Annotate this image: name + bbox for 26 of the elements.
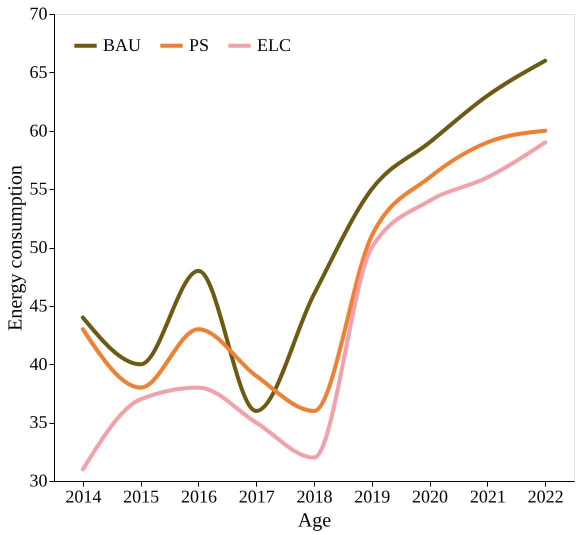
- y-tick-label: 45: [30, 295, 48, 316]
- y-tick-label: 50: [30, 237, 48, 257]
- legend-label: ELC: [257, 34, 291, 55]
- x-tick-label: 2019: [354, 486, 390, 506]
- x-axis-title: Age: [298, 510, 332, 532]
- x-tick-label: 2014: [65, 486, 102, 506]
- x-tick-label: 2022: [528, 486, 564, 506]
- line-series: [80, 128, 548, 413]
- x-tick-label: 2020: [412, 486, 448, 506]
- x-tick-label: 2017: [238, 486, 275, 506]
- y-tick-label: 40: [30, 354, 48, 374]
- y-tick-label: 35: [30, 412, 48, 432]
- legend-label: BAU: [103, 34, 142, 55]
- y-tick-label: 70: [30, 4, 48, 24]
- legend-label: PS: [189, 34, 210, 55]
- x-tick-label: 2015: [123, 486, 160, 506]
- y-tick-label: 60: [30, 120, 48, 140]
- x-tick-label: 2018: [296, 486, 332, 506]
- x-tick-label: 2016: [180, 486, 217, 506]
- y-axis-title: Energy consumption: [4, 165, 26, 331]
- x-tick-label: 2021: [470, 486, 506, 506]
- line-series: [80, 140, 548, 472]
- line-series: [80, 58, 548, 413]
- y-tick-label: 65: [30, 62, 48, 82]
- y-tick-label: 30: [30, 470, 48, 490]
- y-tick-label: 55: [30, 178, 48, 199]
